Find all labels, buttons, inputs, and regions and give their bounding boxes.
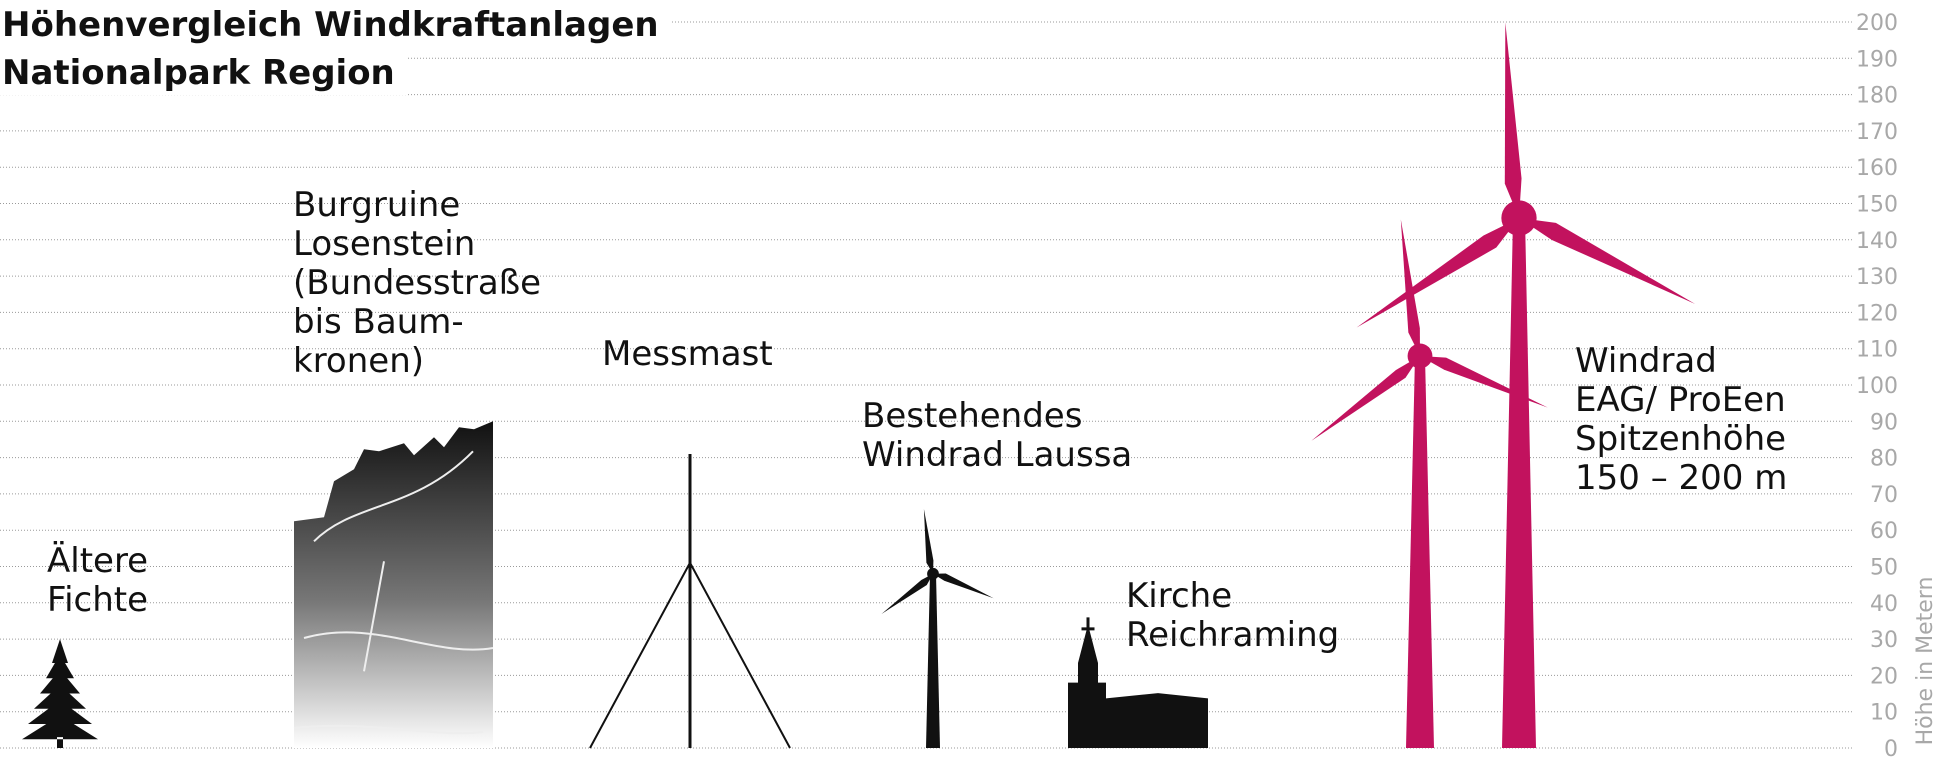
chart-title: Nationalpark Region (2, 53, 395, 93)
item-label: Windrad (1575, 341, 1717, 381)
y-tick-label: 130 (1856, 265, 1898, 290)
item-label: Reichraming (1126, 615, 1339, 655)
castle-ruin (294, 421, 493, 748)
title-backing (0, 3, 671, 47)
item-label: Windrad Laussa (862, 435, 1132, 475)
y-tick-label: 60 (1870, 519, 1898, 544)
turbine-hub (1407, 343, 1433, 369)
y-tick-label: 30 (1870, 628, 1898, 653)
y-tick-label: 90 (1870, 410, 1898, 435)
turbine-blade (933, 573, 994, 599)
y-tick-label: 80 (1870, 447, 1898, 472)
turbine-blade (1311, 355, 1420, 441)
turbine-tower (926, 573, 940, 748)
y-tick-label: 70 (1870, 483, 1898, 508)
y-tick-label: 110 (1856, 338, 1898, 363)
turbine-hub (1501, 200, 1537, 236)
y-tick-label: 140 (1856, 229, 1898, 254)
item-label: EAG/ ProEen (1575, 380, 1786, 420)
turbine-blade (1504, 22, 1522, 219)
y-tick-label: 0 (1884, 737, 1898, 760)
y-tick-label: 20 (1870, 664, 1898, 689)
y-axis-label: Höhe in Metern (1913, 577, 1938, 746)
item-label: (Bundesstraße (293, 263, 541, 303)
turbine-blade (1356, 218, 1519, 328)
title-backing (0, 51, 407, 95)
ruin-detail (293, 450, 494, 735)
y-tick-label: 180 (1856, 84, 1898, 109)
y-tick-label: 10 (1870, 701, 1898, 726)
item-label: kronen) (293, 341, 424, 381)
item-label: Ältere (47, 541, 148, 581)
chart-title: Höhenvergleich Windkraftanlagen (2, 5, 659, 45)
y-tick-label: 160 (1856, 156, 1898, 181)
y-tick-label: 200 (1856, 11, 1898, 36)
y-tick-label: 100 (1856, 374, 1898, 399)
turbine-blade (1519, 218, 1696, 304)
guy-wires (589, 560, 791, 749)
y-tick-label: 150 (1856, 193, 1898, 218)
item-label: Bestehendes (862, 396, 1082, 436)
church (1068, 617, 1208, 748)
turbine-tower (1406, 355, 1434, 748)
item-label: bis Baum- (293, 302, 464, 342)
item-label: Burgruine (293, 185, 460, 225)
turbine-blade (923, 509, 934, 574)
item-label: Spitzenhöhe (1575, 419, 1786, 459)
turbine-blade (881, 573, 933, 614)
y-tick-label: 190 (1856, 47, 1898, 72)
turbine-tower (1502, 218, 1536, 748)
y-tick-label: 40 (1870, 592, 1898, 617)
item-label: 150 – 200 m (1575, 458, 1787, 498)
item-label: Kirche (1126, 576, 1232, 616)
item-label: Losenstein (293, 224, 475, 264)
y-tick-label: 50 (1870, 556, 1898, 581)
turbine-hub (927, 567, 939, 580)
y-tick-label: 120 (1856, 301, 1898, 326)
y-tick-label: 170 (1856, 120, 1898, 145)
turbine-blade (1420, 355, 1548, 408)
turbine-blade (1400, 219, 1420, 356)
tree (22, 639, 98, 748)
item-label: Fichte (47, 580, 148, 620)
item-label: Messmast (602, 334, 773, 374)
